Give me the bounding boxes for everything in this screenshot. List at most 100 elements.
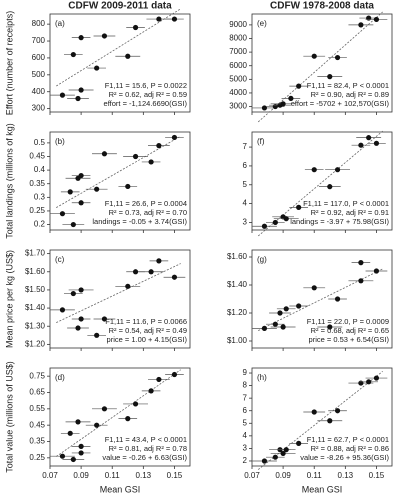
point: [296, 204, 302, 210]
y-tick-label: 4000: [229, 88, 247, 97]
y-tick-label: 7: [243, 393, 248, 402]
y-tick-label: 7000: [229, 47, 247, 56]
point: [358, 142, 364, 148]
point: [70, 221, 76, 228]
y-tick-label: 300: [32, 104, 46, 113]
panel-label: (g): [257, 255, 267, 264]
stats-text: R² = 0.62, adj R² = 0.59: [109, 90, 187, 99]
point: [59, 92, 66, 98]
point: [334, 167, 341, 173]
y-tick-label: 5: [243, 418, 248, 427]
y-tick-label: $1.50: [25, 285, 46, 294]
stats-text: landings = -0.05 + 3.74(GSI): [92, 217, 187, 226]
point: [59, 211, 66, 217]
point: [261, 458, 268, 464]
point: [296, 303, 302, 309]
y-tick-label: $1.20: [25, 339, 46, 348]
point: [75, 419, 81, 425]
plot-frame: [251, 249, 393, 349]
x-tick-label: 0.09: [73, 471, 89, 480]
y-tick-label: 3000: [229, 102, 247, 111]
point: [125, 53, 131, 59]
point: [311, 167, 317, 173]
point: [78, 35, 84, 41]
point: [101, 406, 108, 412]
panel-label: (b): [55, 137, 65, 146]
stats-text: F1,11 = 82.4, P < 0.0001: [307, 81, 389, 90]
plot-frame: [49, 131, 191, 231]
point: [125, 283, 131, 289]
y-axis-label: Total landings (millions of kg): [4, 123, 14, 239]
y-tick-label: 0.35: [29, 179, 45, 188]
x-tick-label: 0.11: [307, 471, 323, 480]
x-tick-label: 0.13: [338, 471, 354, 480]
point: [156, 143, 162, 149]
point: [171, 16, 178, 22]
x-tick-label: 0.15: [369, 471, 385, 480]
point: [156, 16, 162, 22]
y-tick-label: 9000: [229, 20, 247, 29]
point: [327, 184, 333, 190]
point: [101, 316, 108, 322]
point: [261, 223, 268, 229]
point: [156, 258, 162, 264]
panel-label: (d): [55, 373, 65, 382]
point: [272, 103, 278, 110]
point: [311, 285, 317, 291]
fit-line: [257, 130, 383, 237]
point: [148, 269, 154, 275]
point: [94, 65, 100, 71]
stats-text: R² = 0.92, adj R² = 0.91: [311, 208, 389, 217]
point: [78, 287, 84, 293]
y-tick-label: 0.45: [29, 152, 45, 161]
y-tick-label: 0.25: [29, 206, 45, 215]
point: [156, 376, 162, 383]
point: [272, 219, 278, 226]
point: [132, 401, 139, 407]
stats-text: price = 1.00 + 4.15(GSI): [107, 335, 188, 344]
point: [283, 306, 289, 312]
stats-text: R² = 0.88, adj R² = 0.86: [311, 444, 389, 453]
y-tick-label: $1.40: [25, 303, 46, 312]
stats-text: R² = 0.81, adj R² = 0.78: [109, 444, 187, 453]
y-tick-label: $1.40: [227, 280, 248, 289]
plot-frame: [251, 131, 393, 231]
y-tick-label: 0.2: [34, 220, 46, 229]
point: [75, 95, 81, 102]
point: [373, 268, 380, 274]
fit-line: [257, 11, 383, 123]
point: [296, 440, 302, 446]
point: [280, 324, 286, 330]
y-tick-label: 3: [243, 444, 248, 453]
point: [78, 87, 84, 93]
stats-text: F1,11 = 62.7, P < 0.0001: [307, 435, 389, 444]
point: [373, 140, 380, 146]
x-tick-label: 0.07: [244, 471, 260, 480]
point: [171, 134, 178, 141]
y-tick-label: 3: [243, 218, 248, 227]
y-tick-label: $1.70: [25, 249, 46, 258]
stats-text: effort = -1,124.6690(GSI): [104, 99, 188, 108]
point: [283, 447, 289, 453]
point: [59, 307, 66, 313]
x-tick-label: 0.13: [136, 471, 152, 480]
point: [125, 183, 131, 190]
y-tick-label: 6: [243, 406, 248, 415]
point: [94, 332, 100, 338]
y-tick-label: 500: [32, 70, 46, 79]
y-tick-label: 7: [243, 142, 248, 151]
point: [78, 172, 84, 179]
x-axis-label: Mean GSI: [100, 484, 141, 494]
point: [311, 409, 317, 415]
y-tick-label: 6: [243, 161, 248, 170]
point: [261, 325, 268, 331]
point: [171, 371, 178, 378]
y-tick-label: 0.75: [29, 371, 45, 380]
y-tick-label: $1.20: [227, 308, 248, 317]
point: [59, 453, 66, 459]
point: [358, 278, 364, 284]
stats-text: R² = 0.68, adj R² = 0.65: [311, 326, 389, 335]
point: [366, 135, 372, 141]
stats-text: R² = 0.73, adj R² = 0.70: [109, 208, 187, 217]
y-tick-label: $1.00: [227, 336, 248, 345]
